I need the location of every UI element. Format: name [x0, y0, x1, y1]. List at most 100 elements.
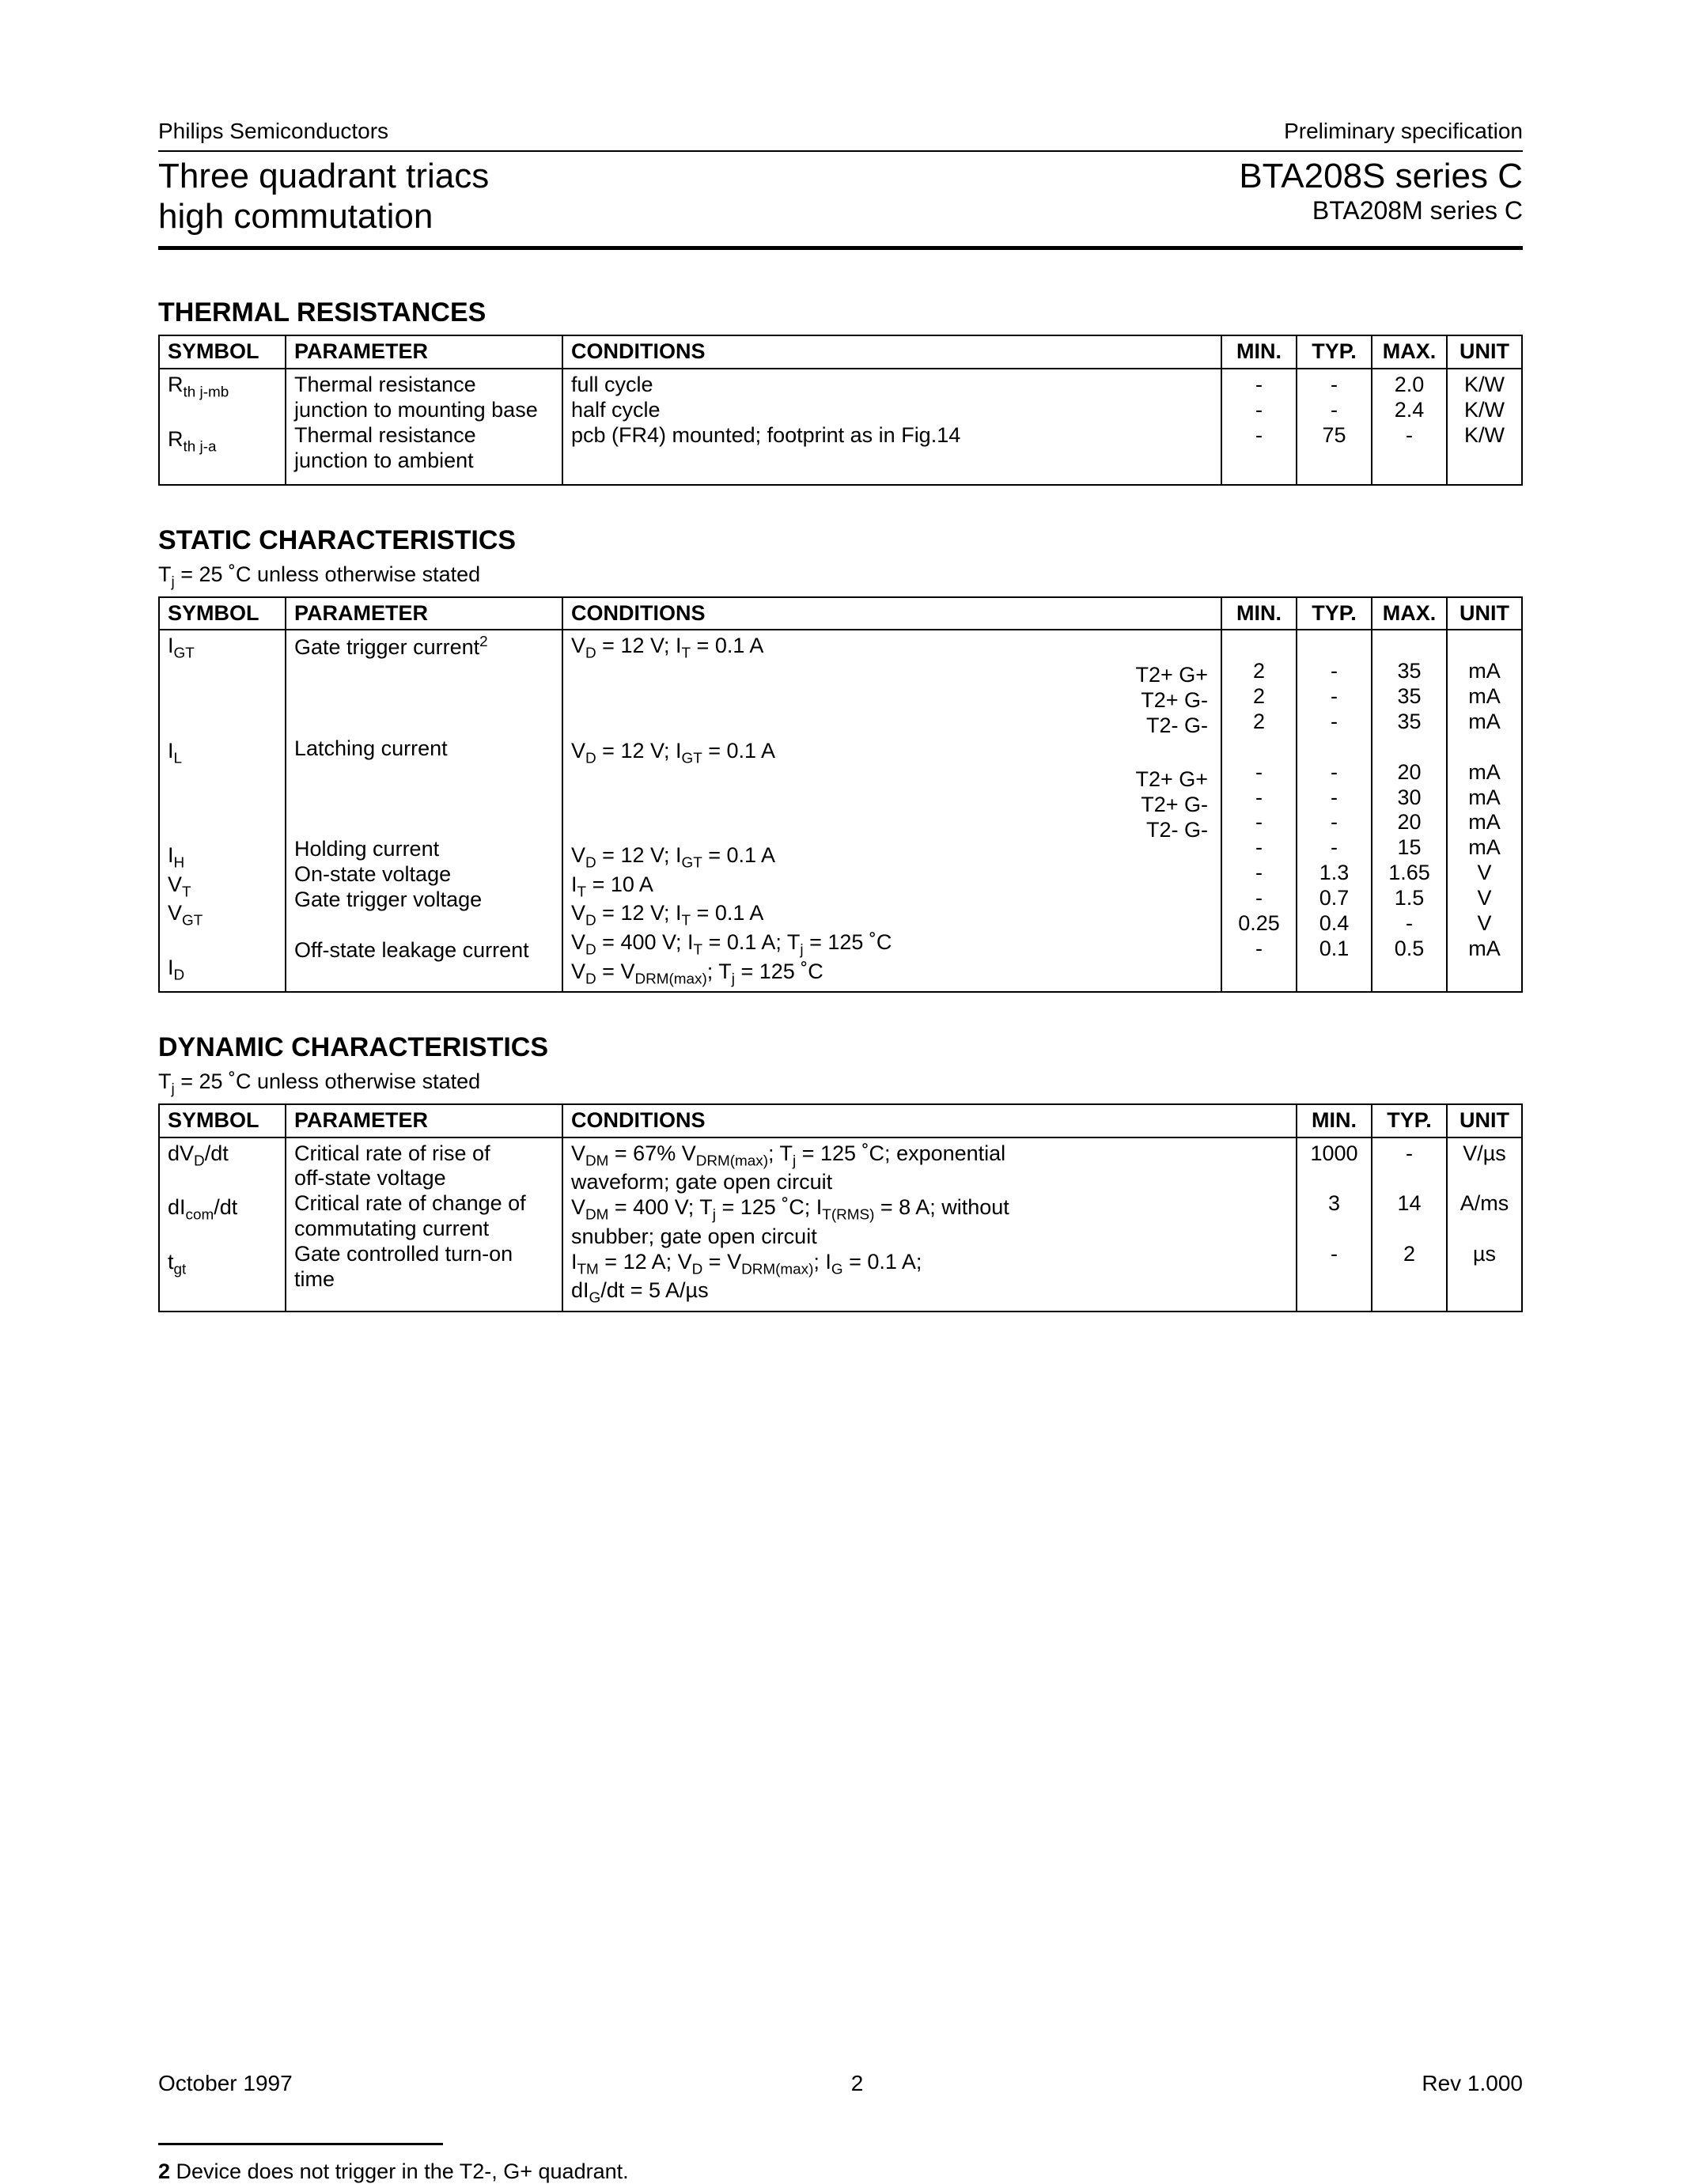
cell: IGT IL IHVTVGT ID — [159, 630, 286, 992]
cond-line: VD = VDRM(max); Tj = 125 ˚C — [571, 960, 1213, 989]
title-right: BTA208S series C BTA208M series C — [1239, 157, 1523, 225]
stack-line — [294, 812, 554, 837]
cell: K/WK/WK/W — [1447, 369, 1522, 485]
stack-line: mA — [1456, 785, 1513, 811]
stack-line: 3 — [1305, 1191, 1363, 1217]
stack-line: mA — [1456, 810, 1513, 835]
stack-line: Gate controlled turn-on — [294, 1242, 554, 1267]
stack-line: - — [1380, 911, 1438, 937]
title-left: Three quadrant triacs high commutation — [158, 157, 489, 237]
stack-line: - — [1230, 810, 1288, 835]
stack-line: 20 — [1380, 760, 1438, 785]
stack-line: ID — [168, 956, 277, 985]
th: SYMBOL — [159, 335, 286, 369]
footer: October 1997 2 Rev 1.000 — [158, 2071, 1523, 2096]
stack-line — [168, 818, 277, 843]
cell: Gate trigger current2 Latching current H… — [286, 630, 562, 992]
stack-line — [1456, 1267, 1513, 1293]
stack-line: tgt — [168, 1250, 277, 1279]
th: MIN. — [1297, 1104, 1372, 1137]
cell: 1000 3 - — [1297, 1137, 1372, 1312]
stack-line: mA — [1456, 710, 1513, 735]
static-title: STATIC CHARACTERISTICS — [158, 525, 1523, 556]
stack-line: IGT — [168, 634, 277, 663]
stack-line — [168, 1278, 277, 1304]
stack-line: mA — [1456, 835, 1513, 861]
th: MAX. — [1372, 335, 1447, 369]
stack-line: dVD/dt — [168, 1141, 277, 1171]
th: UNIT — [1447, 597, 1522, 630]
stack-line: K/W — [1456, 423, 1513, 449]
stack-line — [294, 762, 554, 787]
stack-line: 2.4 — [1380, 398, 1438, 423]
stack-line: mA — [1456, 684, 1513, 710]
stack-line: 30 — [1380, 785, 1438, 811]
cond-line: T2+ G- — [571, 793, 1213, 818]
stack-line — [1380, 449, 1438, 474]
stack-line: V — [1456, 861, 1513, 886]
static-table: SYMBOL PARAMETER CONDITIONS MIN. TYP. MA… — [158, 596, 1523, 994]
stack-line: 1.3 — [1305, 861, 1363, 886]
stack-line — [168, 1170, 277, 1195]
stack-line: - — [1380, 1141, 1438, 1167]
cell: - 14 2 — [1372, 1137, 1447, 1312]
cell: 2.02.4- — [1372, 369, 1447, 485]
stack-line: K/W — [1456, 373, 1513, 398]
stack-line: V — [1456, 886, 1513, 911]
stack-line: 2 — [1380, 1242, 1438, 1267]
stack-line: mA — [1456, 937, 1513, 962]
stack-line: - — [1230, 423, 1288, 449]
stack-line: VGT — [168, 901, 277, 930]
stack-line: µs — [1456, 1242, 1513, 1267]
static-row: IGT IL IHVTVGT ID Gate trigger current2 … — [159, 630, 1522, 992]
th: MIN. — [1221, 335, 1297, 369]
stack-line: - — [1380, 423, 1438, 449]
company-name: Philips Semiconductors — [158, 119, 388, 144]
stack-line: 35 — [1380, 684, 1438, 710]
stack-line — [1230, 634, 1288, 659]
thermal-row: Rth j-mb Rth j-a Thermal resistancejunct… — [159, 369, 1522, 485]
stack-line: commutating current — [294, 1217, 554, 1242]
cell: VD = 12 V; IT = 0.1 A T2+ G+ T2+ G- T2- … — [562, 630, 1221, 992]
dynamic-table: SYMBOL PARAMETER CONDITIONS MIN. TYP. UN… — [158, 1103, 1523, 1312]
stack-line: - — [1305, 785, 1363, 811]
stack-line: 1.5 — [1380, 886, 1438, 911]
stack-line: - — [1230, 373, 1288, 398]
stack-line: half cycle — [571, 398, 1213, 423]
stack-line: IH — [168, 843, 277, 872]
th: UNIT — [1447, 1104, 1522, 1137]
cell: Critical rate of rise ofoff-state voltag… — [286, 1137, 562, 1312]
stack-line — [168, 456, 277, 481]
title-right-2: BTA208M series C — [1239, 196, 1523, 225]
stack-line — [294, 711, 554, 736]
stack-line — [1456, 634, 1513, 659]
stack-line: 35 — [1380, 710, 1438, 735]
stack-line: 15 — [1380, 835, 1438, 861]
cond-line: VD = 400 V; IT = 0.1 A; Tj = 125 ˚C — [571, 930, 1213, 960]
stack-line — [1380, 634, 1438, 659]
stack-line: 0.4 — [1305, 911, 1363, 937]
stack-line: - — [1305, 835, 1363, 861]
th: TYP. — [1372, 1104, 1447, 1137]
stack-line: 0.7 — [1305, 886, 1363, 911]
stack-line — [168, 663, 277, 688]
stack-line: ITM = 12 A; VD = VDRM(max); IG = 0.1 A; — [571, 1250, 1288, 1279]
stack-line: - — [1305, 1242, 1363, 1267]
stack-line: A/ms — [1456, 1191, 1513, 1217]
cell: --- ----1.30.70.40.1 — [1297, 630, 1372, 992]
stack-line — [294, 913, 554, 938]
stack-line: dIcom/dt — [168, 1195, 277, 1224]
stack-line: V/µs — [1456, 1141, 1513, 1167]
stack-line — [168, 767, 277, 793]
cell: full cyclehalf cyclepcb (FR4) mounted; f… — [562, 369, 1221, 485]
th: SYMBOL — [159, 597, 286, 630]
cond-line: VD = 12 V; IGT = 0.1 A — [571, 739, 1213, 768]
stack-line: VDM = 400 V; Tj = 125 ˚C; IT(RMS) = 8 A;… — [571, 1195, 1288, 1224]
cond-line: VD = 12 V; IGT = 0.1 A — [571, 843, 1213, 872]
stack-line — [168, 402, 277, 427]
th: PARAMETER — [286, 335, 562, 369]
stack-line — [1380, 1217, 1438, 1242]
dynamic-header-row: SYMBOL PARAMETER CONDITIONS MIN. TYP. UN… — [159, 1104, 1522, 1137]
cell: Thermal resistancejunction to mounting b… — [286, 369, 562, 485]
title-right-1: BTA208S series C — [1239, 157, 1523, 196]
